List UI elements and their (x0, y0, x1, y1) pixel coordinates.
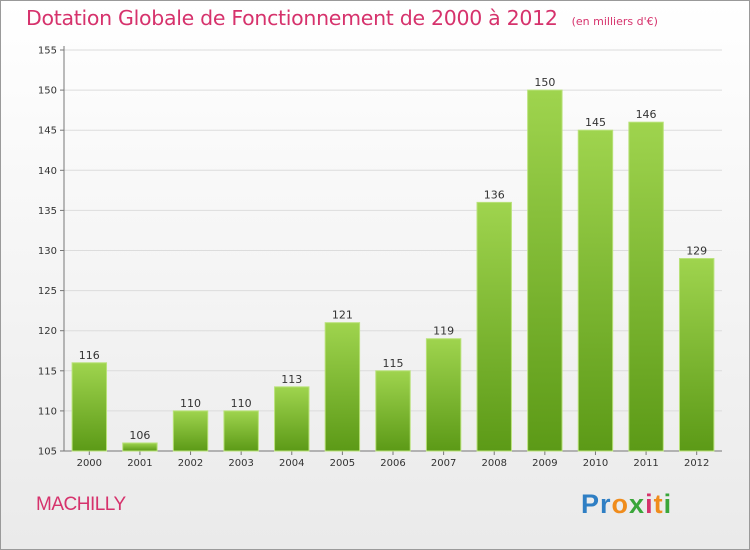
bars (71, 89, 715, 452)
y-tick-label: 130 (38, 246, 57, 257)
bar (678, 258, 715, 452)
x-tick-label: 2004 (279, 458, 304, 469)
commune-name: MACHILLY (36, 494, 126, 515)
logo-letter: r (600, 489, 612, 519)
data-label: 146 (636, 108, 657, 121)
chart-title: Dotation Globale de Fonctionnement de 20… (26, 6, 658, 30)
x-tick-label: 2010 (583, 458, 608, 469)
y-tick-label: 140 (38, 166, 57, 177)
y-tick-label: 155 (38, 46, 57, 57)
y-tick-label: 145 (38, 126, 57, 137)
data-label: 113 (281, 373, 302, 386)
x-tick-label: 2003 (228, 458, 253, 469)
tick-labels: 105 110 115 120 125 130 135 140 145 150 155 2000 200… (38, 46, 710, 470)
x-tick-label: 2000 (77, 458, 102, 469)
x-tick-label: 2009 (532, 458, 557, 469)
y-tick-label: 115 (38, 366, 57, 377)
bar (628, 121, 664, 452)
x-tick-label: 2001 (127, 458, 152, 469)
x-tick-label: 2005 (330, 458, 355, 469)
bar (527, 89, 563, 452)
logo-letter: x (629, 489, 646, 519)
chart-unit: (en milliers d'€) (571, 15, 658, 28)
bar (577, 129, 614, 452)
bar (71, 362, 108, 452)
logo-letter: i (663, 489, 673, 519)
bar (425, 338, 462, 452)
bar (476, 201, 512, 452)
x-tick-label: 2011 (633, 458, 658, 469)
x-tick-label: 2008 (482, 458, 507, 469)
x-tick-label: 2012 (684, 458, 709, 469)
data-label: 110 (231, 397, 252, 410)
data-label: 129 (686, 245, 707, 258)
y-tick-label: 110 (38, 406, 57, 417)
data-label: 136 (484, 188, 505, 201)
y-tick-label: 125 (38, 286, 57, 297)
data-labels: 116 106 110 110 113 121 115 119 136 150 145 146 129 (79, 76, 707, 442)
logo-letter: t (653, 489, 664, 519)
bar (223, 410, 259, 452)
bar (122, 442, 158, 452)
chart-title-text: Dotation Globale de Fonctionnement de 20… (26, 6, 558, 30)
data-label: 119 (433, 325, 454, 338)
data-label: 145 (585, 116, 606, 129)
y-tick-label: 135 (38, 206, 57, 217)
y-tick-label: 105 (38, 447, 57, 458)
x-tick-label: 2002 (178, 458, 203, 469)
data-label: 110 (180, 397, 201, 410)
bar (172, 410, 209, 452)
logo-letter: i (645, 489, 654, 519)
x-tick-label: 2007 (431, 458, 456, 469)
y-tick-label: 150 (38, 86, 57, 97)
logo-letter: o (611, 489, 630, 519)
data-label: 116 (79, 349, 100, 362)
data-label: 121 (332, 309, 353, 322)
data-label: 106 (129, 429, 150, 442)
bar (324, 322, 361, 452)
x-tick-label: 2006 (380, 458, 405, 469)
bar (375, 370, 411, 452)
bar (274, 386, 310, 452)
proxiti-logo: Proxiti (581, 489, 672, 520)
logo-letter: P (581, 489, 601, 519)
data-label: 150 (534, 76, 555, 89)
data-label: 115 (383, 357, 404, 370)
y-tick-label: 120 (38, 326, 57, 337)
